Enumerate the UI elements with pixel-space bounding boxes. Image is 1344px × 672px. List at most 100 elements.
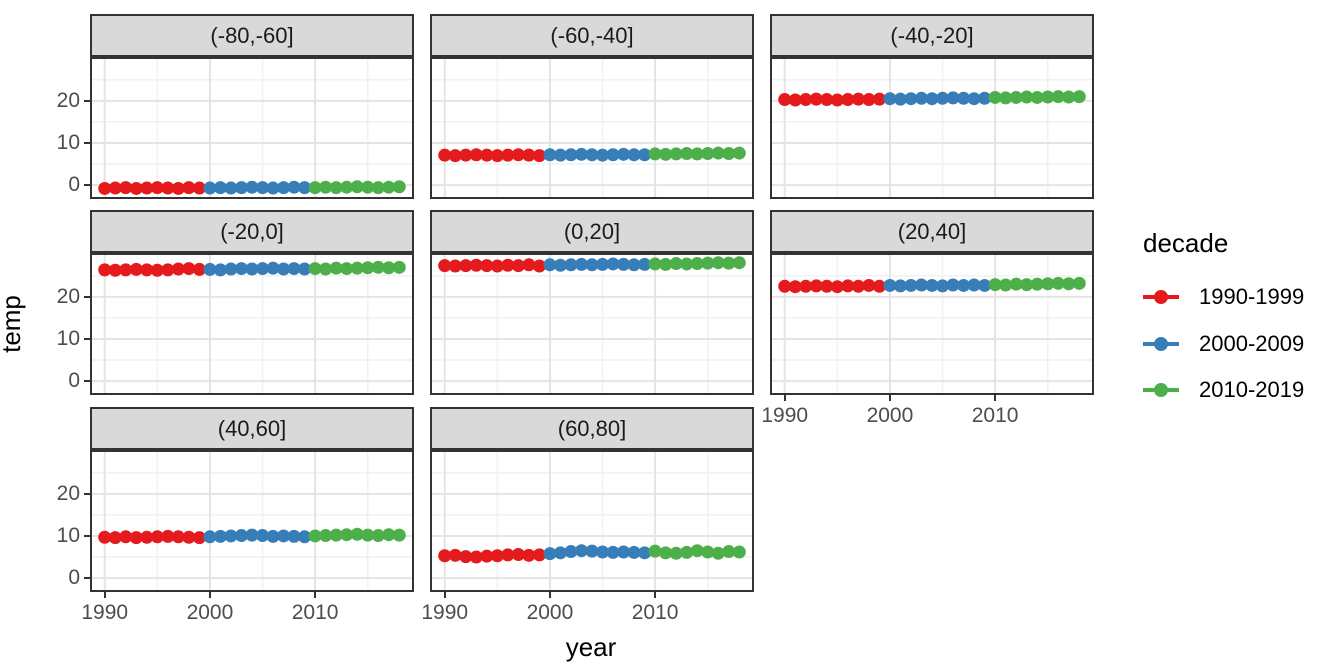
data-point (732, 146, 746, 160)
data-point (799, 279, 813, 293)
facet-strip-label: (0,20] (563, 218, 621, 244)
data-point (448, 149, 462, 163)
data-point (1072, 90, 1086, 104)
y-tick-label: 10 (56, 523, 80, 547)
data-point (1062, 277, 1076, 291)
data-point (350, 261, 364, 275)
facet-plot-area (772, 59, 1092, 197)
data-point (648, 257, 662, 271)
x-tick-mark (654, 592, 657, 598)
facet-panel (770, 253, 1094, 395)
facet-strip-label: (-60,-40] (550, 22, 634, 48)
data-point (129, 531, 143, 545)
data-point (627, 148, 641, 162)
data-point (680, 146, 694, 160)
data-point (978, 278, 992, 292)
data-point (298, 262, 312, 276)
facet-panel (430, 57, 754, 199)
data-point (469, 258, 483, 272)
data-point (119, 530, 133, 544)
data-point (883, 92, 897, 106)
data-point (820, 279, 834, 293)
data-point (245, 528, 259, 542)
data-point (617, 545, 631, 559)
data-point (287, 529, 301, 543)
data-point (501, 148, 515, 162)
facet-strip-label: (60,80] (557, 415, 627, 441)
data-point (98, 181, 112, 195)
data-point (511, 547, 525, 561)
data-point (830, 93, 844, 107)
data-point (638, 148, 652, 162)
legend: decade 1990-1999 2000-2009 2010-2019 (1143, 228, 1343, 402)
data-point (967, 278, 981, 292)
data-point (690, 544, 704, 558)
data-point (978, 91, 992, 105)
legend-key-1990-1999 (1143, 282, 1179, 312)
legend-item-label: 1990-1999 (1199, 284, 1305, 309)
data-point (596, 257, 610, 271)
data-point (203, 181, 217, 195)
data-point (1020, 278, 1034, 292)
x-tick-label: 1990 (81, 601, 129, 624)
data-point (564, 148, 578, 162)
facet-strip: (20,40] (770, 210, 1094, 253)
data-point (150, 530, 164, 544)
data-point (722, 545, 736, 559)
data-point (329, 261, 343, 275)
facet-strip: (40,60] (90, 407, 414, 450)
data-point (256, 529, 270, 543)
data-point (448, 548, 462, 562)
legend-key-2000-2009 (1143, 329, 1179, 359)
data-point (553, 258, 567, 272)
data-point (904, 278, 918, 292)
data-point (203, 262, 217, 276)
data-point (690, 257, 704, 271)
data-point (203, 530, 217, 544)
y-tick-mark (84, 184, 90, 187)
data-point (543, 258, 557, 272)
y-tick-label: 10 (56, 130, 80, 154)
facet-plot-area (432, 59, 752, 197)
data-point (585, 544, 599, 558)
data-point (799, 93, 813, 107)
facet-strip-label: (40,60] (217, 415, 287, 441)
data-point (319, 262, 333, 276)
data-point (543, 148, 557, 162)
y-tick-label: 20 (56, 88, 80, 112)
facet-plot-area (432, 255, 752, 393)
data-point (669, 147, 683, 161)
data-point (277, 529, 291, 543)
x-tick-mark (994, 395, 997, 401)
x-tick-label: 1990 (421, 601, 469, 624)
data-point (371, 529, 385, 543)
data-point (1020, 90, 1034, 104)
data-point (438, 148, 452, 162)
data-point (596, 148, 610, 162)
data-point (722, 146, 736, 160)
data-point (841, 279, 855, 293)
facet-panel (90, 253, 414, 395)
data-point (308, 262, 322, 276)
y-tick-mark (84, 492, 90, 495)
data-point (459, 550, 473, 564)
data-point (862, 278, 876, 292)
data-point (914, 91, 928, 105)
data-point (701, 545, 715, 559)
data-point (522, 258, 536, 272)
x-tick-label: 2010 (291, 601, 339, 624)
data-point (287, 262, 301, 276)
data-point (564, 545, 578, 559)
data-point (361, 261, 375, 275)
data-point (680, 257, 694, 271)
facet-panel (770, 57, 1094, 199)
data-point (893, 279, 907, 293)
data-point (711, 256, 725, 270)
x-tick-label: 2000 (186, 601, 234, 624)
facet-panel (430, 253, 754, 395)
facet-strip: (-40,-20] (770, 14, 1094, 57)
data-point (161, 529, 175, 543)
y-tick-mark (84, 295, 90, 298)
data-point (732, 256, 746, 270)
data-point (904, 92, 918, 106)
